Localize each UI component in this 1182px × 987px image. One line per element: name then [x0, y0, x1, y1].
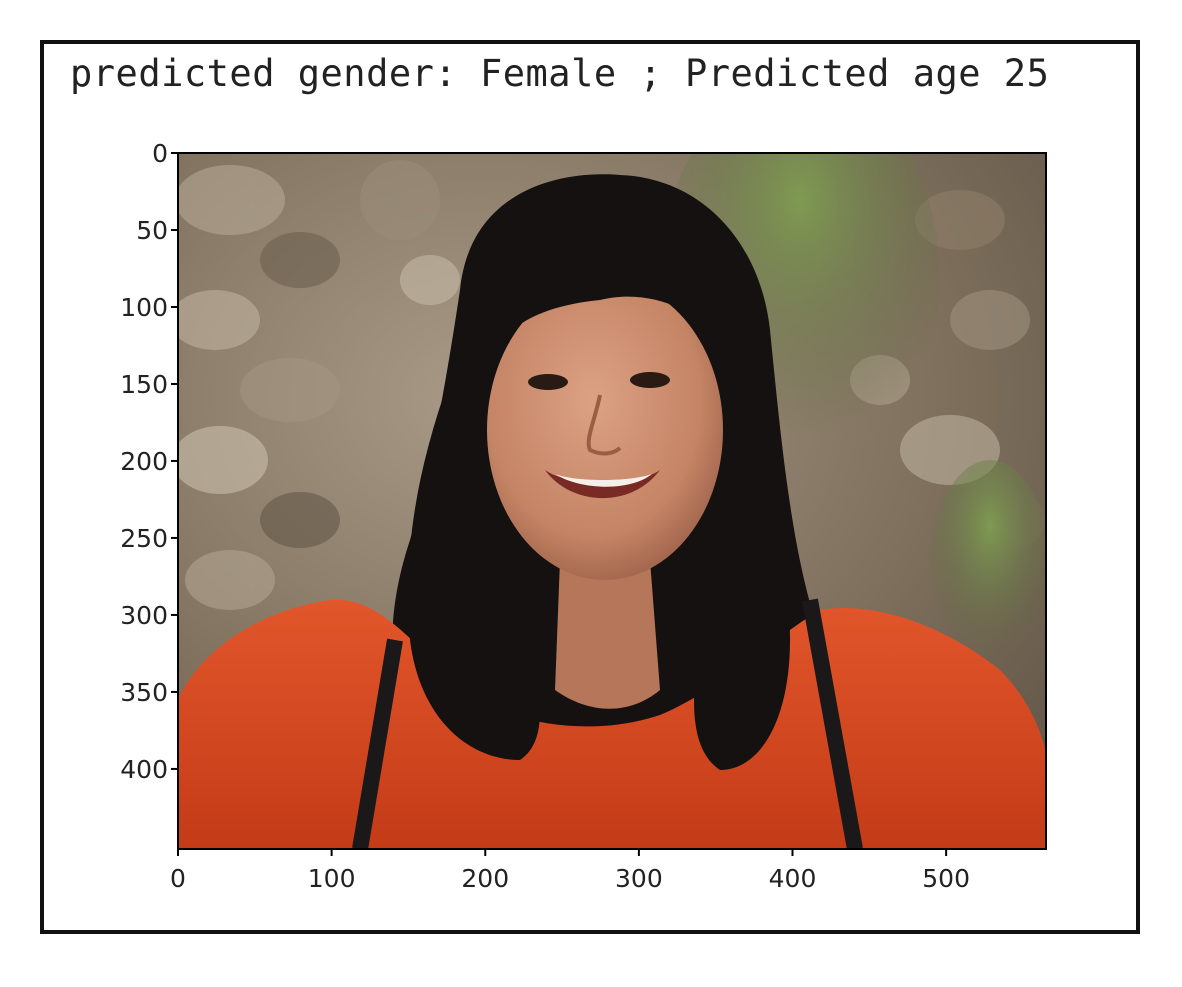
y-tick-label: 0 — [152, 139, 168, 168]
y-axis: 0 50 100 150 200 250 300 350 400 — [120, 139, 178, 784]
y-tick-label: 350 — [120, 678, 168, 707]
nose — [586, 394, 622, 456]
y-tick-label: 200 — [120, 447, 168, 476]
moss-patch-right — [930, 460, 1046, 680]
x-tick-label: 400 — [769, 864, 817, 893]
figure-title: predicted gender: Female ; Predicted age… — [70, 52, 1050, 95]
y-tick-label: 50 — [136, 216, 168, 245]
neck — [555, 560, 660, 709]
bag-strap-left — [352, 638, 403, 849]
bag-strap-right — [802, 598, 863, 849]
hair-left-lock — [408, 300, 540, 760]
x-tick-label: 500 — [922, 864, 970, 893]
hair-fringe — [485, 223, 731, 360]
y-tick-label: 250 — [120, 524, 168, 553]
right-eye — [630, 372, 670, 388]
y-tick-label: 300 — [120, 601, 168, 630]
left-eye — [528, 374, 568, 390]
teeth — [555, 474, 652, 487]
y-tick-label: 400 — [120, 755, 168, 784]
y-tick-label: 100 — [120, 293, 168, 322]
y-tick-label: 150 — [120, 370, 168, 399]
x-tick-label: 300 — [615, 864, 663, 893]
x-tick-label: 200 — [461, 864, 509, 893]
axes-frame — [177, 152, 1047, 850]
face — [487, 280, 723, 580]
x-tick-label: 0 — [170, 864, 186, 893]
x-tick-label: 100 — [308, 864, 356, 893]
x-axis: 0 100 200 300 400 500 — [170, 849, 970, 893]
portrait-photo — [178, 153, 1046, 849]
